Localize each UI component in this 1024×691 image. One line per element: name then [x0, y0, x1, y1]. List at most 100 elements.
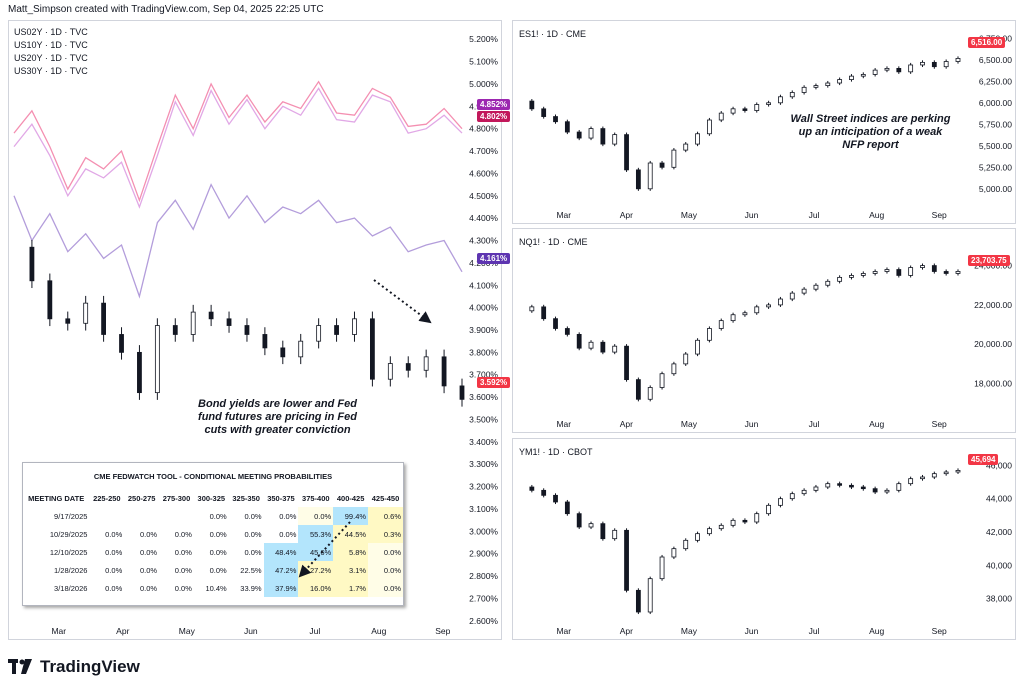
candle-body [541, 489, 547, 496]
legend-us30y: US30Y · 1D · TVC [14, 66, 88, 76]
fedwatch-row: 1/28/2026 0.0% 0.0% 0.0% 0.0% 22.5% 47.2% 27.2%… [23, 561, 403, 579]
candle-body [813, 85, 819, 88]
probability-cell: 0.0% [209, 529, 227, 539]
candle-body [612, 345, 618, 353]
candle-body [872, 271, 878, 274]
x-tick-label: Aug [869, 419, 884, 429]
candle-body [707, 328, 712, 341]
col-header: 400-425 [336, 493, 365, 503]
fedwatch-header-row: MEETING DATE 225-250 250-275 275-300 300… [23, 489, 403, 507]
candle-body [789, 92, 795, 98]
candle-body [600, 341, 606, 353]
candle-body [754, 104, 760, 111]
candle-body [860, 74, 866, 77]
probability-cell: 0.0% [139, 529, 158, 539]
candle-body [920, 265, 925, 268]
y-tick-label: 3.800% [469, 347, 498, 357]
candle-body [778, 498, 783, 506]
candle-body [825, 82, 831, 87]
candle-body [647, 578, 653, 613]
y-tick-label: 5.100% [469, 57, 498, 67]
candle-body [529, 100, 535, 110]
candle-body [778, 298, 783, 306]
y-tick-label: 5.000% [469, 79, 498, 89]
probability-cell: 0.0% [368, 543, 403, 561]
candle-body [588, 341, 594, 349]
price-tag-us30y: 4.802% [477, 111, 511, 122]
candle-body [624, 529, 629, 591]
y-tick-label: 5,500.00 [979, 141, 1012, 151]
candle-body [612, 529, 618, 540]
nq-panel [512, 228, 1016, 433]
candle-body [226, 318, 232, 326]
us20y-line [13, 80, 463, 203]
candle-body [742, 108, 748, 111]
y-tick-label: 6,000.00 [979, 98, 1012, 108]
candle-body [872, 488, 878, 493]
y-tick-label: 46,000 [986, 460, 1012, 470]
probability-cell: 99.4% [333, 507, 369, 525]
candle-body [635, 379, 641, 400]
candle-body [635, 169, 641, 190]
candle-body [334, 325, 339, 335]
candle-body [369, 318, 375, 380]
fedwatch-row: 9/17/2025 0.0% 0.0% 0.0% 0.0% 99.4% 0.6% [23, 507, 403, 525]
candle-body [778, 96, 783, 104]
x-tick-label: Aug [371, 626, 386, 636]
y-tick-label: 20,000.00 [974, 339, 1012, 349]
candle-body [884, 489, 890, 493]
y-tick-label: 22,000.00 [974, 300, 1012, 310]
candle-body [624, 345, 629, 381]
candle-body [541, 108, 547, 117]
candle-body [154, 325, 160, 394]
candle-body [860, 273, 866, 276]
candle-body [576, 131, 582, 139]
candle-body [29, 246, 35, 282]
candle-body [659, 556, 665, 580]
x-tick-label: Sep [932, 419, 947, 429]
y-tick-label: 2.600% [469, 616, 498, 626]
candle-body [943, 471, 949, 475]
candle-body [943, 61, 949, 68]
candle-body [647, 387, 653, 400]
x-tick-label: Sep [932, 626, 947, 636]
x-tick-label: Apr [620, 419, 633, 429]
candle-body [190, 311, 196, 335]
candle-body [683, 143, 689, 151]
candle-body [920, 476, 925, 480]
nq-last-price: 23,703.75 [968, 255, 1010, 266]
probability-cell: 0.0% [368, 561, 403, 579]
tradingview-logo[interactable]: TradingView [8, 657, 140, 677]
candle-body [801, 288, 807, 294]
probability-cell [159, 507, 194, 525]
probability-cell: 0.0% [209, 565, 227, 575]
x-tick-label: May [681, 210, 698, 220]
probability-cell: 0.0% [209, 547, 227, 557]
candle-body [695, 533, 700, 541]
y-tick-label: 4.600% [469, 168, 498, 178]
candle-body [172, 325, 178, 335]
probability-cell: 0.3% [368, 525, 403, 543]
candle-body [849, 75, 854, 80]
candle-body [47, 280, 53, 320]
probability-cell: 37.9% [263, 579, 299, 597]
candle-body [298, 340, 304, 358]
y-tick-label: 4.000% [469, 303, 498, 313]
price-tag-us10y: 4.161% [477, 253, 511, 264]
candle-body [262, 334, 268, 349]
probability-cell: 0.0% [139, 547, 158, 557]
candle-body [884, 68, 890, 71]
candle-body [860, 486, 866, 490]
yields-annotation: Bond yields are lower and Fed fund futur… [198, 398, 357, 436]
brand-name: TradingView [40, 657, 140, 676]
candle-body [707, 528, 712, 535]
y-tick-label: 2.700% [469, 593, 498, 603]
candle-body [908, 478, 914, 485]
candle-body [423, 356, 429, 371]
candle-body [624, 134, 629, 171]
candle-body [718, 524, 724, 530]
candle-body [801, 489, 807, 495]
x-tick-label: Jun [244, 626, 258, 636]
meeting-date: 3/18/2026 [54, 583, 88, 593]
probability-cell: 22.5% [240, 565, 262, 575]
